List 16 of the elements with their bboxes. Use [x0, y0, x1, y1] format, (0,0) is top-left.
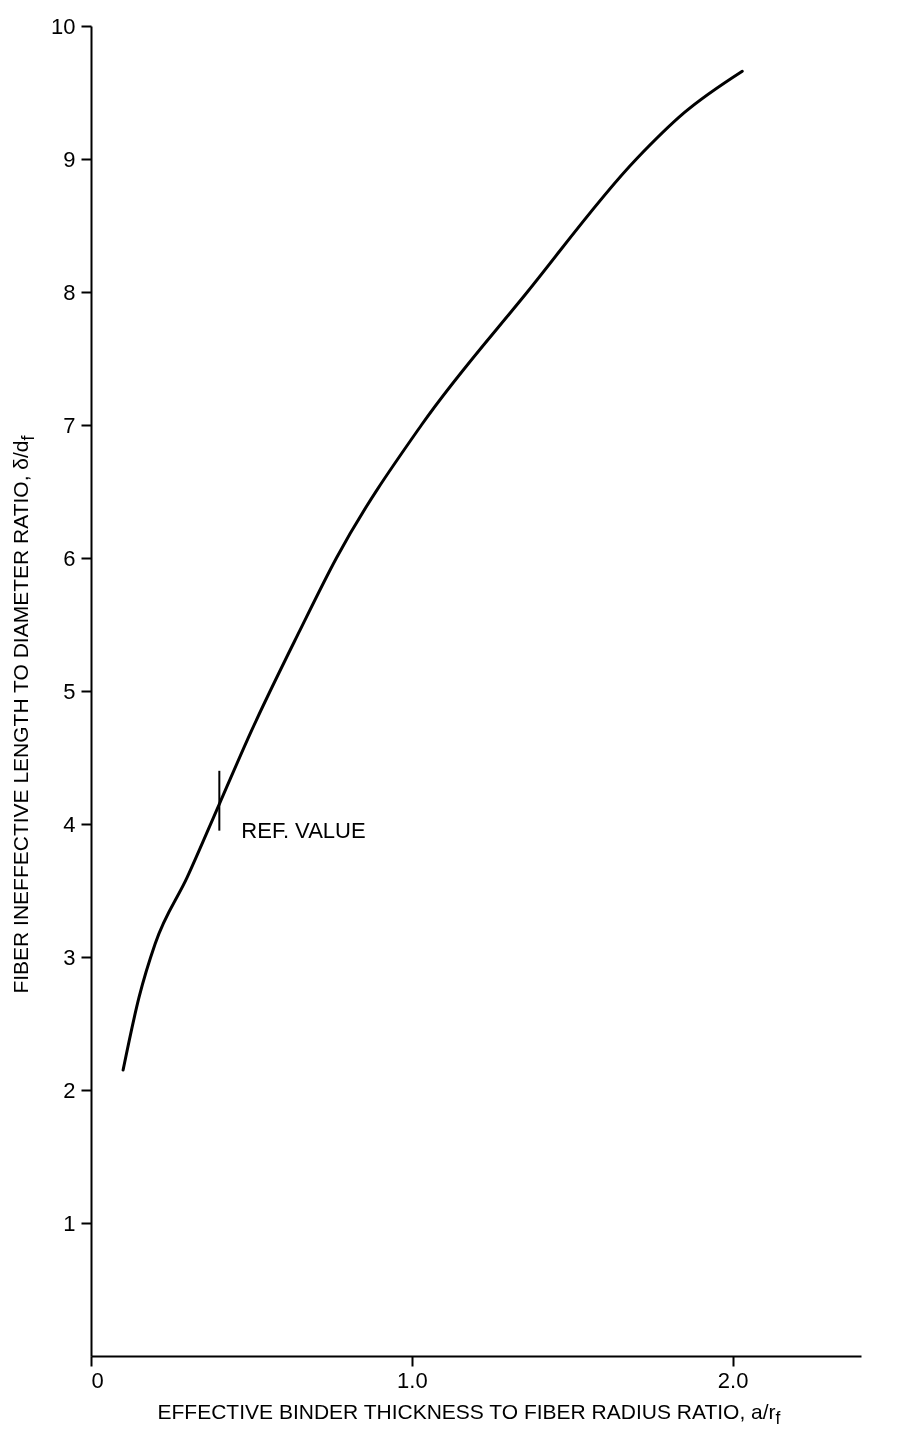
line-series — [121, 69, 744, 1072]
x-tick-label: 1.0 — [397, 1367, 428, 1393]
x-tick-label: 2.0 — [717, 1367, 749, 1393]
x-axis-title: EFFECTIVE BINDER THICKNESS TO FIBER RADIUS RATIO, a/r$_{f}$ — [156, 1400, 782, 1430]
y-tick-label: 7 — [63, 412, 76, 438]
y-tick-label: 1 — [63, 1210, 76, 1236]
x-tick-label: 0 — [91, 1367, 104, 1393]
y-tick-label: 9 — [63, 146, 76, 172]
y-tick-label: 5 — [63, 678, 76, 704]
y-tick-label: 4 — [63, 811, 76, 837]
y-tick-label: 8 — [63, 279, 76, 305]
y-tick-label: 2 — [63, 1077, 76, 1103]
y-tick-label: 10 — [51, 13, 76, 39]
y-tick-label: 3 — [63, 944, 76, 970]
y-tick-label: 6 — [63, 545, 76, 571]
annotation: REF. VALUE — [241, 817, 366, 843]
